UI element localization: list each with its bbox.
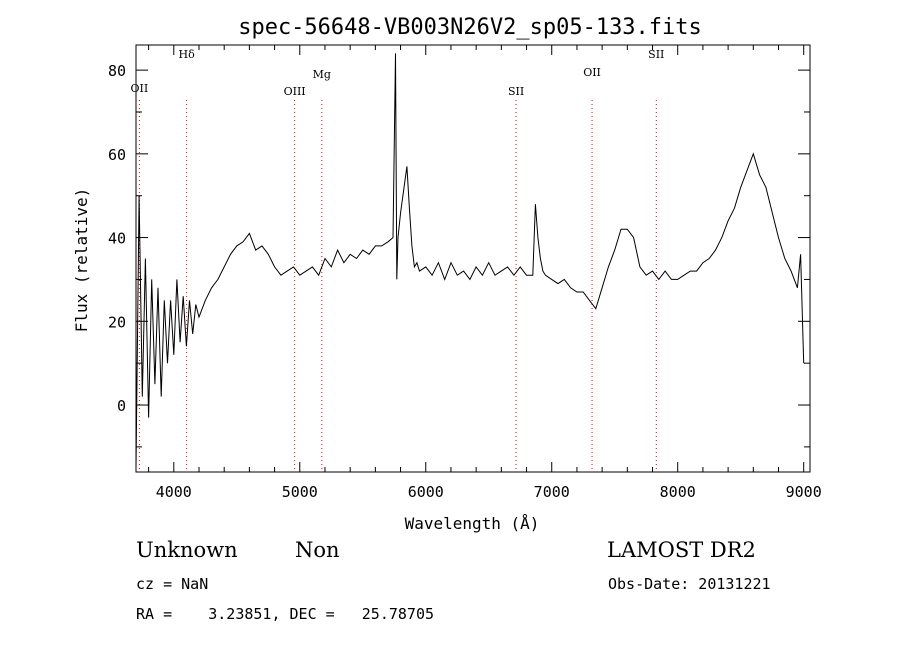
plot-frame [135, 44, 811, 473]
spectrum-series-line [135, 53, 805, 468]
chart-title: spec-56648-VB003N26V2_sp05-133.fits [238, 15, 702, 40]
y-tick-label: 40 [108, 230, 126, 248]
object-class: Unknown [136, 538, 238, 562]
y-tick-label: 0 [117, 397, 126, 415]
x-tick-label: 8000 [660, 483, 696, 501]
x-tick-label: 6000 [408, 483, 444, 501]
object-subclass: Non [295, 538, 340, 562]
axis-ticks: 4000 5000 6000 7000 8000 9000 0 20 40 60 80 [108, 45, 822, 501]
x-axis-label: Wavelength (Å) [405, 514, 540, 533]
spectral-line-label: OII [583, 66, 601, 79]
spectral-line-label: Hδ [179, 48, 196, 61]
spectral-line-label: Mg [313, 68, 331, 81]
observation-date: Obs-Date: 20131221 [608, 575, 771, 593]
spectral-line-label: OIII [284, 85, 306, 98]
survey-name: LAMOST DR2 [607, 538, 756, 562]
spectral-line-label: SII [648, 48, 664, 61]
spectral-line-label: OII [131, 82, 149, 95]
redshift-cz: cz = NaN [136, 575, 209, 593]
coordinates: RA = 3.23851, DEC = 25.78705 [136, 605, 435, 623]
y-tick-label: 60 [108, 146, 126, 164]
spectral-line-label: SII [508, 85, 524, 98]
y-tick-label: 20 [108, 313, 126, 331]
x-tick-label: 5000 [282, 483, 318, 501]
x-tick-label: 4000 [156, 483, 192, 501]
spectral-line-markers: OII Hδ OIII Mg SII OII SII [131, 48, 664, 472]
y-axis-label: Flux (relative) [72, 188, 91, 333]
x-tick-label: 9000 [786, 483, 822, 501]
y-tick-label: 80 [108, 62, 126, 80]
x-tick-label: 7000 [534, 483, 570, 501]
